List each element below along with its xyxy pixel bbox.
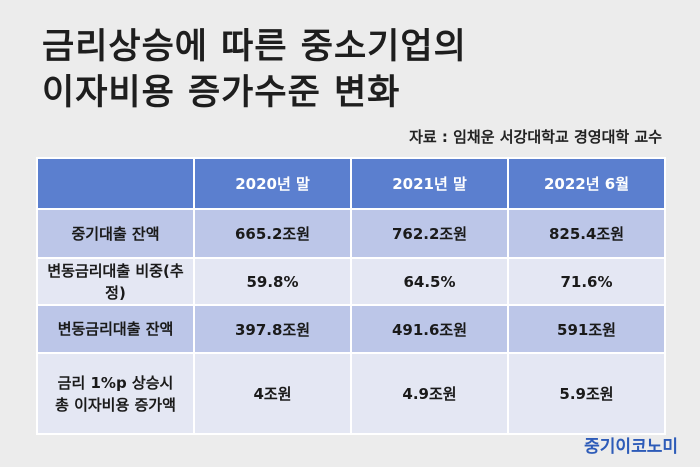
table-cell: 64.5% bbox=[350, 257, 509, 306]
table-cell: 825.4조원 bbox=[507, 208, 666, 259]
row-label: 변동금리대출 잔액 bbox=[36, 304, 195, 354]
table-row: 중기대출 잔액 665.2조원 762.2조원 825.4조원 bbox=[36, 208, 666, 259]
table-header-row: 2020년 말 2021년 말 2022년 6월 bbox=[36, 157, 666, 210]
page-title: 금리상승에 따른 중소기업의 이자비용 증가수준 변화 bbox=[42, 24, 467, 116]
table-row: 변동금리대출 잔액 397.8조원 491.6조원 591조원 bbox=[36, 304, 666, 354]
table-cell: 71.6% bbox=[507, 257, 666, 306]
table-cell: 5.9조원 bbox=[507, 352, 666, 435]
table-cell: 4.9조원 bbox=[350, 352, 509, 435]
table-cell: 665.2조원 bbox=[193, 208, 352, 259]
data-table: 2020년 말 2021년 말 2022년 6월 중기대출 잔액 665.2조원… bbox=[36, 157, 666, 435]
row-label: 중기대출 잔액 bbox=[36, 208, 195, 259]
table-cell: 591조원 bbox=[507, 304, 666, 354]
table-cell: 4조원 bbox=[193, 352, 352, 435]
header-cell-empty bbox=[36, 157, 195, 210]
row-label: 변동금리대출 비중(추정) bbox=[36, 257, 195, 306]
title-line-2: 이자비용 증가수준 변화 bbox=[42, 73, 401, 113]
header-cell-2022: 2022년 6월 bbox=[507, 157, 666, 210]
row-label-line-1: 금리 1%p 상승시 bbox=[57, 373, 174, 392]
table-cell: 762.2조원 bbox=[350, 208, 509, 259]
source-credit: 자료 : 임채운 서강대학교 경영대학 교수 bbox=[409, 128, 662, 146]
row-label-line-2: 총 이자비용 증가액 bbox=[55, 395, 176, 414]
table-cell: 59.8% bbox=[193, 257, 352, 306]
table-row: 금리 1%p 상승시 총 이자비용 증가액 4조원 4.9조원 5.9조원 bbox=[36, 352, 666, 435]
table-row: 변동금리대출 비중(추정) 59.8% 64.5% 71.6% bbox=[36, 257, 666, 306]
table-cell: 397.8조원 bbox=[193, 304, 352, 354]
header-cell-2020: 2020년 말 bbox=[193, 157, 352, 210]
table-cell: 491.6조원 bbox=[350, 304, 509, 354]
row-label: 금리 1%p 상승시 총 이자비용 증가액 bbox=[36, 352, 195, 435]
brand-logo: 중기이코노미 bbox=[584, 437, 678, 457]
title-line-1: 금리상승에 따른 중소기업의 bbox=[42, 27, 467, 67]
header-cell-2021: 2021년 말 bbox=[350, 157, 509, 210]
